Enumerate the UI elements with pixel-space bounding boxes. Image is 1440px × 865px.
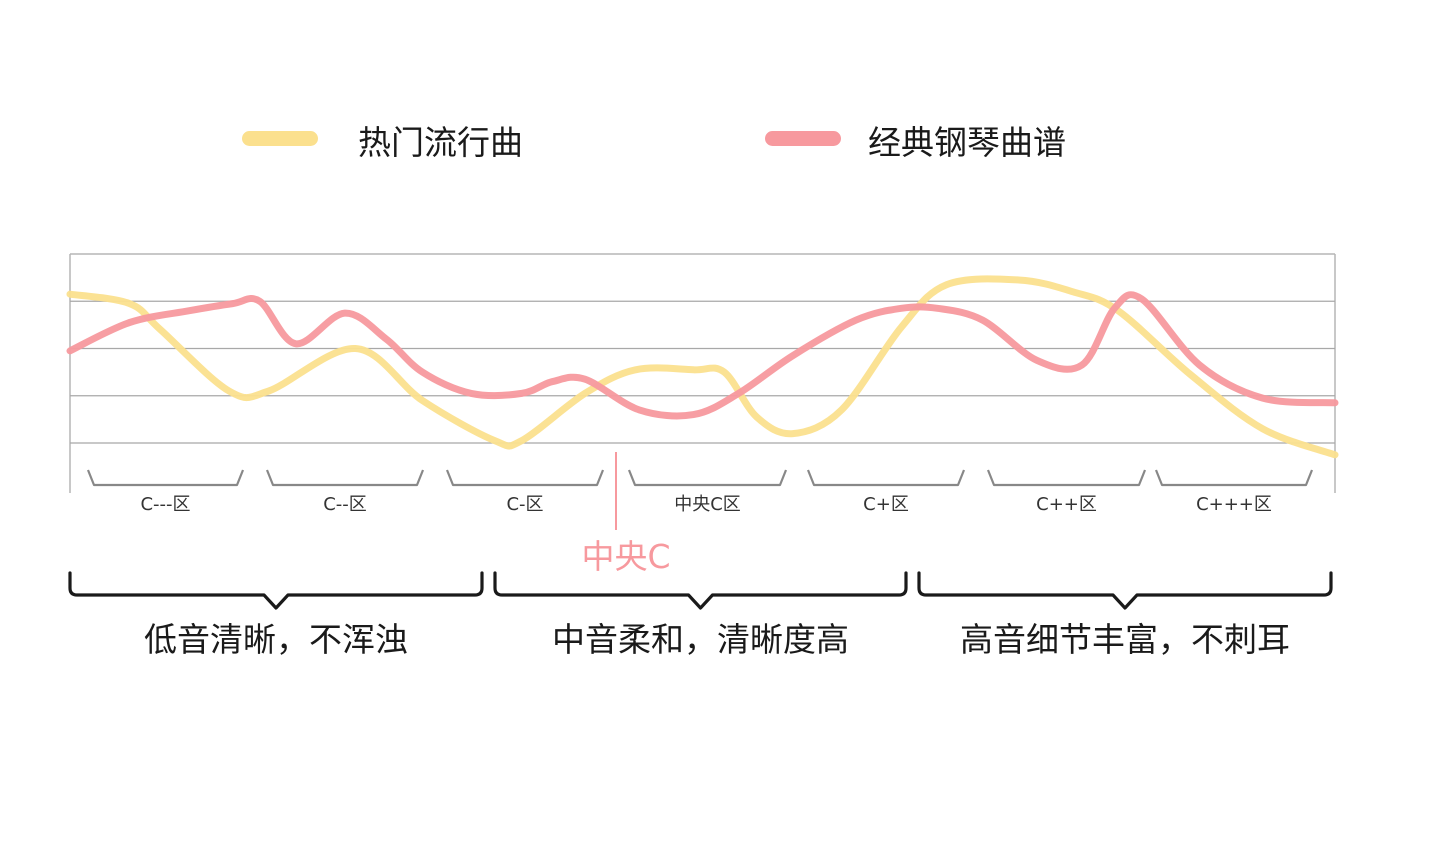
range-brace (917, 571, 1333, 610)
octave-bracket (986, 469, 1147, 487)
octave-label: C++区 (1036, 494, 1097, 515)
legend-swatch-piano (765, 131, 841, 146)
legend-swatch-pop (242, 131, 318, 146)
series-lines (66, 275, 1339, 459)
octave-label: C--区 (323, 494, 367, 515)
octave-bracket (265, 469, 425, 487)
range-label: 中音柔和，清晰度高 (552, 620, 849, 659)
range-label: 高音细节丰富，不刺耳 (960, 620, 1290, 659)
octave-bracket (806, 469, 966, 487)
legend-label-pop: 热门流行曲 (358, 123, 523, 162)
range-brace (493, 571, 908, 610)
octave-bracket (86, 469, 245, 487)
range-brace (68, 571, 484, 610)
middle-c-marker: 中央C (581, 452, 671, 576)
octave-bracket (1154, 469, 1314, 487)
series-line-pop (66, 275, 1339, 459)
middle-c-label: 中央C (581, 537, 670, 576)
legend-label-piano: 经典钢琴曲谱 (868, 123, 1066, 162)
octave-label: C+区 (863, 494, 909, 515)
range-groups: 低音清晰，不浑浊 中音柔和，清晰度高 高音细节丰富，不刺耳 (68, 571, 1333, 659)
octave-label: C---区 (140, 494, 190, 515)
range-label: 低音清晰，不浑浊 (144, 620, 408, 659)
octave-label: C-区 (506, 494, 543, 515)
octave-bracket (627, 469, 788, 487)
octave-bracket (445, 469, 605, 487)
octave-brackets: C---区 C--区 C-区 中央C区 C+区 C++区 C+++区 (86, 469, 1314, 515)
series-line-piano (66, 291, 1339, 420)
octave-label: C+++区 (1196, 494, 1272, 515)
octave-label: 中央C区 (674, 494, 741, 515)
chart-grid (69, 253, 1336, 493)
